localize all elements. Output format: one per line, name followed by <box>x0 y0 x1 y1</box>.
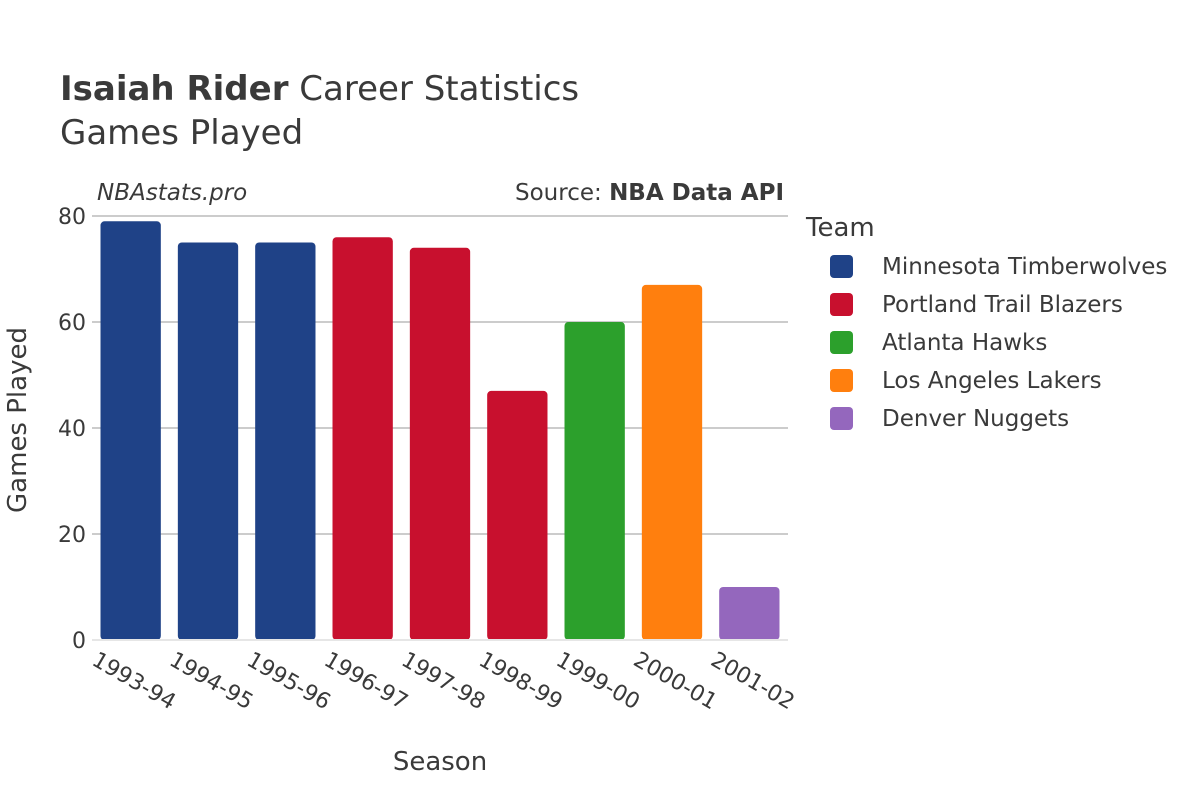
x-tick-label: 1998-99 <box>474 648 566 716</box>
x-tick-label: 1996-97 <box>320 648 412 716</box>
legend-title: Team <box>805 213 875 243</box>
x-axis-title: Season <box>393 747 487 777</box>
legend-swatch <box>830 369 853 392</box>
watermark: NBAstats.pro <box>97 180 247 206</box>
bar-1998-99[interactable] <box>487 390 548 640</box>
legend-swatch <box>830 293 853 316</box>
bar-1995-96[interactable] <box>255 242 316 641</box>
bar-1997-98[interactable] <box>409 247 471 641</box>
y-tick-label: 0 <box>72 629 86 654</box>
bar-1999-00[interactable] <box>564 322 625 640</box>
legend-item-label: Denver Nuggets <box>882 406 1069 432</box>
x-tick-label: 2000-01 <box>629 648 721 716</box>
source-name: NBA Data API <box>609 180 784 206</box>
legend-swatch <box>830 407 853 430</box>
bar-1996-97[interactable] <box>332 237 393 640</box>
source-prefix: Source: <box>515 180 609 206</box>
legend-item-label: Minnesota Timberwolves <box>882 254 1167 280</box>
title-rest: Career Statistics <box>288 69 579 109</box>
x-tick-label: 1999-00 <box>552 648 644 716</box>
legend-swatch <box>830 255 853 278</box>
y-tick-label: 40 <box>58 417 86 442</box>
player-name: Isaiah Rider <box>60 69 289 109</box>
legend: Minnesota Timberwolves Portland Trail Bla… <box>830 254 1167 432</box>
bar-1994-95[interactable] <box>177 242 239 641</box>
y-tick-labels: 0 20 40 60 80 <box>58 205 86 654</box>
bars <box>100 221 780 641</box>
x-tick-label: 1993-94 <box>88 648 180 716</box>
bar-2001-02[interactable] <box>719 587 780 640</box>
x-tick-label: 1994-95 <box>165 648 257 716</box>
bar-1993-94[interactable] <box>100 221 161 641</box>
y-axis-title: Games Played <box>3 327 33 513</box>
y-tick-label: 80 <box>58 205 86 230</box>
chart-subtitle: Games Played <box>60 113 303 153</box>
x-tick-label: 1995-96 <box>242 648 334 716</box>
y-tick-label: 60 <box>58 311 86 336</box>
bar-2000-01[interactable] <box>641 284 703 640</box>
legend-item-label: Los Angeles Lakers <box>882 368 1102 394</box>
legend-item-label: Portland Trail Blazers <box>882 292 1123 318</box>
y-tick-label: 20 <box>58 523 86 548</box>
x-tick-labels: 1993-941994-951995-961996-971997-981998-… <box>88 648 799 716</box>
x-tick-label: 1997-98 <box>397 648 489 716</box>
source-note: Source: NBA Data API <box>515 180 784 206</box>
legend-swatch <box>830 331 853 354</box>
chart-title: Isaiah Rider Career Statistics <box>60 69 579 109</box>
legend-item-label: Atlanta Hawks <box>882 330 1047 356</box>
x-tick-label: 2001-02 <box>706 648 798 716</box>
